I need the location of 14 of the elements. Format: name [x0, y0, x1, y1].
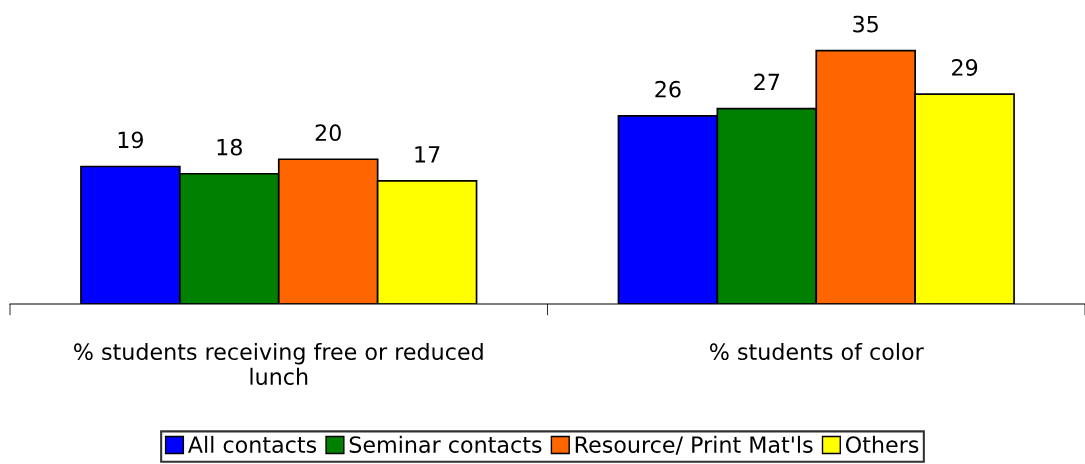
data-label: 35	[853, 15, 878, 33]
legend-label: Resource/ Print Mat'ls	[575, 435, 813, 455]
data-label: 19	[118, 131, 143, 149]
legend-label: Others	[845, 435, 919, 454]
data-label: 20	[315, 124, 341, 142]
legend-label: Seminar contacts	[349, 435, 542, 454]
data-label: 17	[415, 146, 440, 163]
legend-label: All contacts	[188, 435, 317, 454]
x-tick-label: % students of color	[709, 342, 924, 361]
data-label: 29	[952, 59, 978, 76]
x-tick-label: % students receiving free or reduced lunch	[74, 342, 483, 385]
data-label: 26	[655, 80, 681, 98]
data-label: 18	[217, 138, 242, 156]
data-label: 27	[754, 73, 780, 91]
